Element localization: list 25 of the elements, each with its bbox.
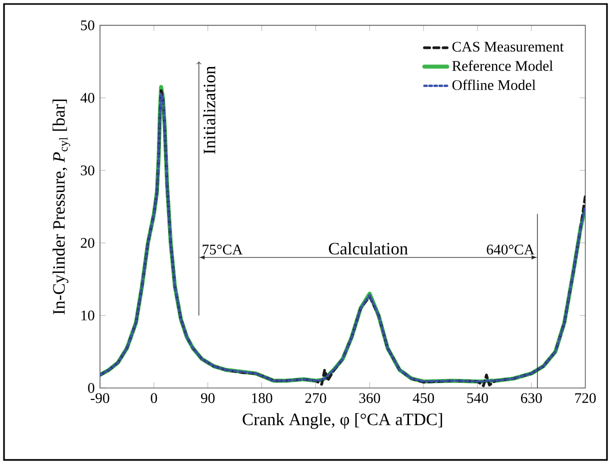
y-tick-label: 30 <box>80 165 94 176</box>
x-tick-label: -90 <box>90 393 110 404</box>
legend-label: CAS Measurement <box>452 42 564 52</box>
x-tick-label: 360 <box>359 393 380 404</box>
annotation: Calculation <box>328 242 408 254</box>
x-tick-label: 0 <box>150 393 158 404</box>
y-tick-label: 50 <box>81 20 94 30</box>
x-tick-label: 180 <box>252 393 272 404</box>
annotation: Initialization <box>203 66 216 154</box>
ref-line-label: 640°CA <box>486 244 534 254</box>
x-tick-label: 270 <box>305 393 326 404</box>
ref-line-label: 75°CA <box>202 244 243 254</box>
x-tick-label: 450 <box>412 393 434 404</box>
y-tick-label: 10 <box>81 310 94 320</box>
legend-label: Offline Model <box>452 80 536 90</box>
y-tick-label: 0 <box>88 383 94 393</box>
x-tick-label: 90 <box>201 393 215 404</box>
x-tick-label: 630 <box>521 393 542 404</box>
y-axis-title: In-Cylinder Pressure, P$_{cyl}$ [bar] <box>52 100 70 314</box>
legend-label: Reference Model <box>452 60 553 71</box>
y-tick-label: 20 <box>80 238 94 248</box>
x-axis-title: Crank Angle, φ [°CA aTDC] <box>242 413 442 429</box>
x-tick-label: 720 <box>575 393 596 404</box>
x-tick-label: 540 <box>467 393 488 404</box>
y-tick-label: 40 <box>80 92 94 103</box>
